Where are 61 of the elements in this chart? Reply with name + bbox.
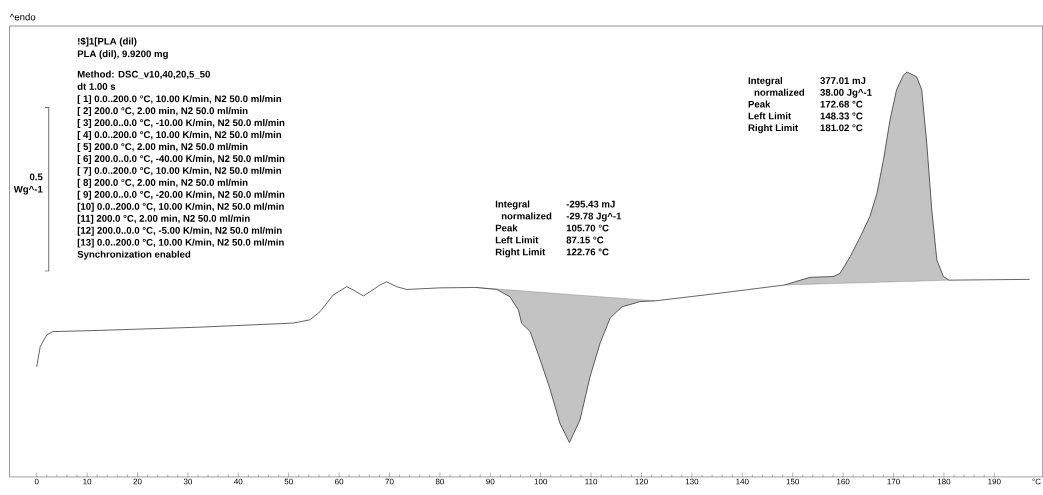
x-tick-label: 20 (133, 478, 142, 485)
annotation: [11] 200.0 °C, 2.00 min, N2 50.0 ml/min (77, 214, 250, 224)
x-tick-label: 190 (988, 478, 1001, 485)
annotation: -295.43 mJ (566, 200, 615, 208)
x-tick-label: 50 (284, 478, 293, 485)
annotation: normalized (501, 212, 552, 220)
annotation: 148.33 °C (820, 112, 863, 120)
text: ^endo (9, 13, 36, 21)
text: PLA (dil), 9.9200 mg (77, 50, 168, 60)
x-tick-label: 70 (385, 478, 394, 485)
annotation: Right Limit (748, 124, 799, 134)
x-tick-label: 10 (83, 478, 92, 485)
annotation: [ 3] 200.0..0.0 °C, -10.00 K/min, N2 50.0 ml/min (77, 119, 285, 129)
annotation: 122.76 °C (566, 248, 609, 256)
x-tick-label: 170 (887, 478, 900, 485)
x-tick-label: 110 (585, 478, 598, 485)
annotation: Right Limit (495, 248, 546, 258)
annotation: [ 5] 200.0 °C, 2.00 min, N2 50.0 ml/min (77, 142, 248, 152)
x-tick-label: 160 (837, 478, 850, 485)
annotation: Synchronization enabled (77, 250, 191, 260)
annotation: [ 6] 200.0..0.0 °C, -40.00 K/min, N2 50.0 ml/min (77, 154, 285, 164)
annotation: Integral (495, 200, 530, 210)
annotation: 377.01 mJ (820, 77, 866, 84)
annotation: normalized (754, 88, 805, 96)
annotation: -29.78 Jg^-1 (566, 212, 622, 222)
annotation: Integral (748, 76, 783, 86)
x-tick-label: 30 (183, 478, 193, 485)
annotation: [ 8] 200.0 °C, 2.00 min, N2 50.0 ml/min (77, 178, 248, 188)
annotation: [12] 200.0..0.0 °C, -5.00 K/min, N2 50.0 ml/min (77, 226, 282, 236)
x-tick-label: 0 (34, 478, 39, 485)
x-tick-label: 100 (534, 478, 548, 485)
annotation: dt 1.00 s (77, 82, 116, 90)
x-tick-label: 80 (435, 478, 445, 485)
annotation: Peak (748, 100, 771, 108)
x-tick-label: 130 (685, 478, 699, 485)
annotation: [ 1] 0.0..200.0 °C, 10.00 K/min, N2 50.0 ml/min (77, 95, 282, 105)
x-tick-label: 180 (937, 478, 951, 485)
annotation: 87.15 °C (566, 236, 604, 244)
annotation: 181.02 °C (820, 124, 863, 132)
annotation: [ 9] 200.0..0.0 °C, -20.00 K/min, N2 50.0 ml/min (77, 190, 285, 200)
x-tick-label: 40 (234, 478, 243, 485)
annotation: [10] 0.0..200.0 °C, 10.00 K/min, N2 50.0 ml/min (77, 202, 284, 212)
annotation: Peak (495, 224, 518, 232)
x-tick-label: 60 (335, 478, 344, 485)
text: !$]1[PLA (dil) (78, 37, 137, 47)
annotation: [13] 0.0..200.0 °C, 10.00 K/min, N2 50.0 ml/min (77, 238, 284, 248)
annotation: 38.00 Jg^-1 (820, 89, 872, 98)
annotation: [ 2] 200.0 °C, 2.00 min, N2 50.0 ml/min (77, 107, 248, 117)
x-tick-label: 140 (736, 478, 749, 485)
annotation: [ 4] 0.0..200.0 °C, 10.00 K/min, N2 50.0 ml/min (77, 131, 282, 140)
annotation: 172.68 °C (820, 100, 863, 108)
annotation: [ 7] 0.0..200.0 °C, 10.00 K/min, N2 50.0 ml/min (77, 166, 282, 176)
annotation: 105.70 °C (566, 224, 609, 232)
annotation: Left Limit (495, 236, 539, 244)
x-tick-label: 120 (635, 478, 648, 485)
x-tick-label: 150 (786, 478, 800, 485)
y-axis-title: 0.5 Wg^-1 (13, 173, 43, 195)
x-axis-title: °C (1032, 478, 1041, 485)
annotation: Method: DSC_v10,40,20,5_50 (77, 70, 210, 79)
x-tick-label: 90 (486, 478, 495, 485)
annotation: Left Limit (748, 112, 792, 120)
